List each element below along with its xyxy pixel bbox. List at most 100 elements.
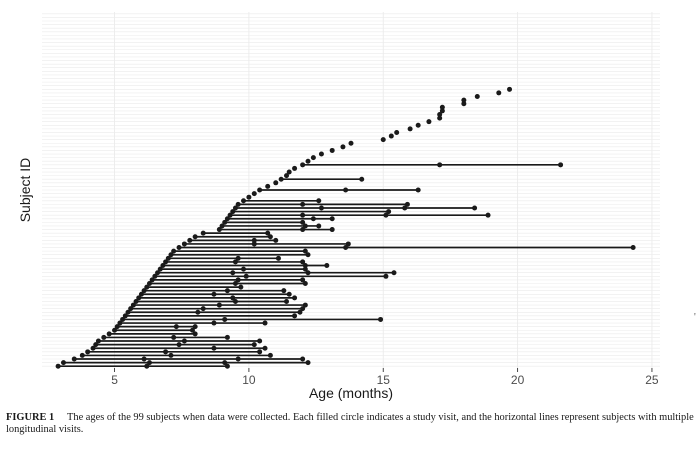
visit-point bbox=[348, 140, 354, 146]
visit-point bbox=[230, 295, 236, 301]
visit-point bbox=[300, 277, 306, 283]
visit-point bbox=[165, 255, 171, 261]
visit-point bbox=[437, 115, 443, 121]
visit-point bbox=[211, 320, 217, 326]
visit-point bbox=[558, 162, 564, 168]
visit-point bbox=[192, 324, 198, 330]
visit-point bbox=[101, 334, 107, 340]
visit-point bbox=[251, 237, 257, 243]
visit-point bbox=[157, 266, 163, 272]
visit-point bbox=[200, 230, 206, 236]
visit-point bbox=[297, 309, 303, 315]
visit-point bbox=[439, 108, 445, 114]
visit-point bbox=[168, 352, 174, 358]
visit-point bbox=[415, 187, 421, 193]
visit-point bbox=[90, 345, 96, 351]
visit-point bbox=[437, 111, 443, 117]
visit-point bbox=[286, 291, 292, 297]
visit-point bbox=[257, 338, 263, 344]
visit-point bbox=[246, 194, 252, 200]
x-axis-ticks: 5 10 15 20 25 bbox=[111, 368, 659, 387]
visit-point bbox=[187, 237, 193, 243]
series-points bbox=[55, 86, 636, 369]
visit-point bbox=[300, 356, 306, 362]
visit-point bbox=[300, 162, 306, 168]
visit-point bbox=[302, 280, 308, 286]
visit-point bbox=[232, 280, 238, 286]
visit-point bbox=[241, 266, 247, 272]
visit-point bbox=[192, 234, 198, 240]
visit-point bbox=[195, 309, 201, 315]
visit-point bbox=[171, 248, 177, 254]
visit-point bbox=[302, 248, 308, 254]
visit-point bbox=[144, 284, 150, 290]
visit-point bbox=[155, 270, 161, 276]
visit-point bbox=[461, 101, 467, 107]
visit-point bbox=[176, 342, 182, 348]
visit-point bbox=[93, 342, 99, 348]
visit-point bbox=[262, 345, 268, 351]
visit-point bbox=[112, 327, 118, 333]
visit-point bbox=[343, 245, 349, 251]
caption-label: FIGURE 1 bbox=[6, 412, 55, 423]
visit-point bbox=[284, 173, 290, 179]
visit-point bbox=[300, 306, 306, 312]
visit-point bbox=[316, 198, 322, 204]
visit-point bbox=[163, 349, 169, 355]
visit-point bbox=[394, 129, 400, 135]
visit-point bbox=[136, 295, 142, 301]
visit-point bbox=[391, 270, 397, 276]
figure-caption: FIGURE 1 The ages of the 99 subjects whe… bbox=[6, 412, 694, 436]
visit-point bbox=[251, 241, 257, 247]
visit-point bbox=[305, 158, 311, 164]
visit-point bbox=[171, 334, 177, 340]
visit-point bbox=[251, 342, 257, 348]
visit-point bbox=[125, 309, 131, 315]
visit-point bbox=[141, 356, 147, 362]
visit-point bbox=[146, 360, 152, 366]
visit-point bbox=[472, 205, 478, 211]
visit-point bbox=[211, 345, 217, 351]
visit-point bbox=[95, 338, 101, 344]
visit-point bbox=[232, 298, 238, 304]
visit-point bbox=[310, 216, 316, 222]
visit-point bbox=[224, 216, 230, 222]
visit-point bbox=[173, 324, 179, 330]
visit-point bbox=[415, 122, 421, 128]
visit-point bbox=[232, 259, 238, 265]
visit-point bbox=[383, 273, 389, 279]
visit-point bbox=[257, 187, 263, 193]
visit-point bbox=[219, 223, 225, 229]
visit-point bbox=[235, 255, 241, 261]
visit-point bbox=[122, 313, 128, 319]
visit-point bbox=[345, 241, 351, 247]
visit-point bbox=[305, 252, 311, 258]
visit-point bbox=[144, 363, 150, 369]
visit-point bbox=[273, 237, 279, 243]
visit-point bbox=[329, 227, 335, 233]
visit-point bbox=[292, 295, 298, 301]
visit-point bbox=[318, 205, 324, 211]
visit-point bbox=[152, 273, 158, 279]
y-axis-title: Subject ID bbox=[17, 158, 33, 223]
visit-point bbox=[284, 298, 290, 304]
visit-point bbox=[235, 356, 241, 362]
visit-point bbox=[383, 212, 389, 218]
visit-point bbox=[176, 245, 182, 251]
x-tick-label: 10 bbox=[242, 373, 256, 387]
visit-point bbox=[160, 263, 166, 269]
x-tick-label: 15 bbox=[377, 373, 391, 387]
visit-point bbox=[300, 259, 306, 265]
visit-point bbox=[278, 176, 284, 182]
visit-point bbox=[402, 205, 408, 211]
visit-point bbox=[343, 187, 349, 193]
visit-point bbox=[439, 104, 445, 110]
visit-point bbox=[216, 302, 222, 308]
visit-point bbox=[305, 360, 311, 366]
visit-point bbox=[138, 291, 144, 297]
visit-point bbox=[222, 219, 228, 225]
visit-point bbox=[300, 212, 306, 218]
visit-point bbox=[128, 306, 134, 312]
visit-point bbox=[507, 86, 513, 92]
